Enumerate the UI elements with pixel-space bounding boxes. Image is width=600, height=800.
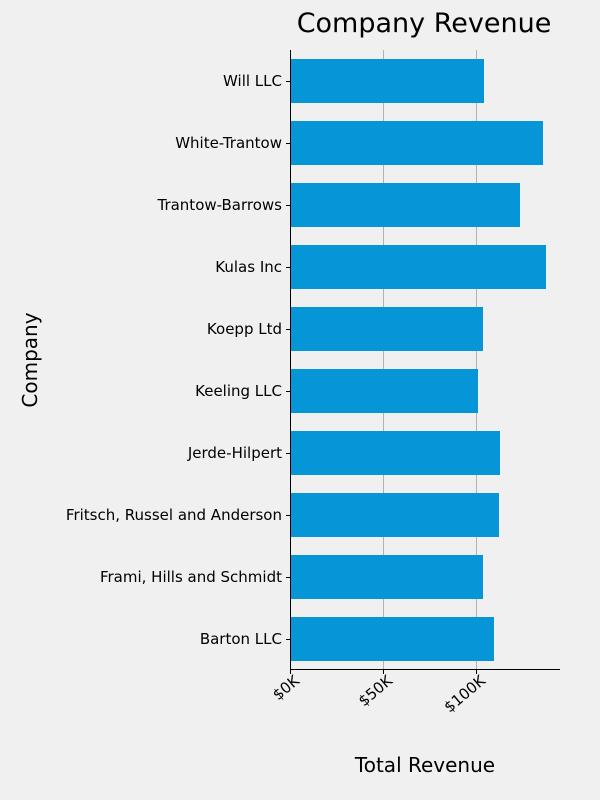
x-axis-label: Total Revenue bbox=[355, 753, 495, 777]
bar bbox=[290, 431, 500, 476]
y-tick-label: Barton LLC bbox=[200, 630, 290, 648]
y-tick-label: Trantow-Barrows bbox=[157, 196, 290, 214]
x-tick-label: $100K bbox=[439, 670, 489, 716]
bar bbox=[290, 245, 546, 290]
y-tick-label: Jerde-Hilpert bbox=[188, 444, 290, 462]
bar bbox=[290, 121, 543, 166]
bar bbox=[290, 307, 483, 352]
y-tick-label: Koepp Ltd bbox=[207, 320, 290, 338]
y-tick-label: Kulas Inc bbox=[215, 258, 290, 276]
y-tick-label: White-Trantow bbox=[175, 134, 290, 152]
chart-title: Company Revenue bbox=[124, 8, 600, 39]
x-tick-label: $0K bbox=[268, 670, 303, 704]
bar bbox=[290, 617, 494, 662]
y-tick-label: Keeling LLC bbox=[195, 382, 290, 400]
bar bbox=[290, 183, 520, 228]
y-tick-label: Will LLC bbox=[223, 72, 290, 90]
plot-area: $0K$50K$100KWill LLCWhite-TrantowTrantow… bbox=[290, 50, 560, 670]
bar bbox=[290, 59, 484, 104]
axis-spine-left bbox=[290, 50, 291, 670]
y-axis-label: Company bbox=[18, 312, 42, 407]
y-tick-label: Fritsch, Russel and Anderson bbox=[66, 506, 290, 524]
axis-spine-bottom bbox=[290, 669, 560, 670]
bar bbox=[290, 555, 483, 600]
y-tick-label: Frami, Hills and Schmidt bbox=[100, 568, 290, 586]
x-tick-label: $50K bbox=[354, 670, 396, 710]
bar bbox=[290, 493, 499, 538]
bar bbox=[290, 369, 478, 414]
